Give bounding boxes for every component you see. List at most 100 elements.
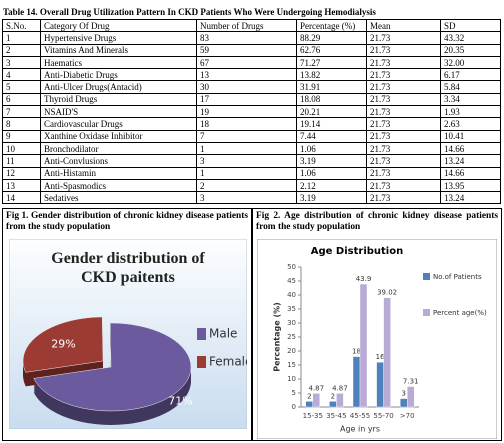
table-cell: 32.00 [440, 55, 501, 70]
table-cell: 21.73 [366, 31, 441, 45]
table-cell: Haematics [40, 55, 197, 70]
table-cell: 21.73 [366, 154, 441, 168]
table-cell: 18.08 [296, 92, 367, 107]
legend-label: Male [209, 327, 237, 341]
table-cell: 67 [196, 55, 297, 70]
table-cell: Cardiovascular Drugs [40, 117, 197, 131]
bar [329, 401, 337, 408]
table-cell: 1.93 [440, 105, 501, 119]
table-row: 3 Haematics 67 71.27 21.73 32.00 [2, 55, 501, 70]
table-cell: 21.73 [366, 92, 441, 107]
data-label: 2 [307, 392, 311, 400]
table-row: 8 Cardiovascular Drugs 18 19.14 21.73 2.63 [2, 117, 501, 131]
table-cell: Sedatives [40, 191, 197, 205]
pie-slice [22, 316, 104, 373]
y-tick-label: 35 [287, 305, 296, 313]
figure-1: Fig 1. Gender distribution of chronic ki… [2, 208, 252, 441]
figure-2: Fig 2. Age distribution of chronic kidne… [252, 208, 502, 441]
table-cell: 20.21 [296, 105, 367, 119]
table-cell: 5.84 [440, 80, 501, 94]
bar [352, 356, 361, 408]
x-tick-label: 45-55 [350, 412, 370, 420]
table-cell: 21.73 [366, 129, 441, 143]
table-cell: Anti-Histamin [40, 166, 197, 180]
table-cell: S.No. [2, 18, 41, 33]
table-cell: 88.29 [296, 31, 367, 45]
table-cell: 7 [196, 129, 297, 143]
table-cell: 2.63 [440, 117, 501, 131]
table-cell: 2 [196, 178, 297, 193]
pie-chart: 71% Male 29% Female [9, 239, 247, 429]
data-label: 4.87 [332, 384, 348, 392]
data-label: 4.87 [309, 384, 325, 392]
table-cell: 14.66 [440, 166, 501, 180]
table-cell: Anti-Diabetic Drugs [40, 68, 197, 82]
table-cell: 13 [2, 178, 41, 193]
y-tick-label: 15 [287, 361, 296, 369]
table-cell: 1 [2, 31, 41, 45]
table-row: 5 Anti-Ulcer Drugs(Antacid) 30 31.91 21.73 5.… [2, 80, 501, 94]
table-cell: 10.41 [440, 129, 501, 143]
table-cell: 21.73 [366, 80, 441, 94]
table-row: 7 NSAID'S 19 20.21 21.73 1.93 [2, 105, 501, 119]
table-cell: 13 [196, 68, 297, 82]
data-label: 2 [331, 392, 335, 400]
table-row: 14 Sedatives 3 3.19 21.73 13.24 [2, 191, 501, 205]
table-title: Table 14. Overall Drug Utilization Patte… [3, 7, 376, 17]
table-row: 9 Xanthine Oxidase Inhibitor 7 7.44 21.73 10.… [2, 129, 501, 143]
table-cell: Number of Drugs [196, 18, 297, 33]
table-cell: 21.73 [366, 68, 441, 82]
table-cell: 21.73 [366, 141, 441, 156]
legend-swatch [423, 273, 430, 280]
table-cell: 9 [2, 129, 41, 143]
y-tick-label: 10 [287, 375, 296, 383]
x-tick-label: 15-35 [303, 412, 323, 420]
table-cell: 19.14 [296, 117, 367, 131]
table-cell: 1.06 [296, 141, 367, 156]
x-tick-label: >70 [400, 412, 415, 420]
table-cell: Anti-Ulcer Drugs(Antacid) [40, 80, 197, 94]
y-tick-label: 25 [287, 333, 296, 341]
table-cell: 21.73 [366, 55, 441, 70]
y-tick-label: 30 [287, 319, 296, 327]
table-row: S.No. Category Of Drug Number of Drugs Perc… [2, 18, 501, 33]
table-cell: 12 [2, 166, 41, 180]
table-cell: 1 [196, 166, 297, 180]
table-row: 4 Anti-Diabetic Drugs 13 13.82 21.73 6.17 [2, 68, 501, 82]
table-cell: 59 [196, 43, 297, 57]
data-label: 71% [168, 394, 192, 407]
figure-caption: Fig 2. Age distribution of chronic kidne… [256, 211, 498, 232]
table-cell: Hypertensive Drugs [40, 31, 197, 45]
bar [383, 297, 391, 408]
y-tick-label: 20 [287, 347, 296, 355]
table-cell: 7.44 [296, 129, 367, 143]
legend-swatch [197, 328, 206, 340]
table-cell: 1 [196, 141, 297, 156]
bar [336, 393, 344, 408]
table-cell: Anti-Spasmodics [40, 178, 197, 193]
table-cell: 4 [2, 68, 41, 82]
data-label: 39.02 [377, 289, 397, 297]
y-axis-label: Percentage (%) [273, 302, 282, 372]
bar [312, 393, 320, 408]
table-cell: 71.27 [296, 55, 367, 70]
x-tick-label: 35-45 [326, 412, 346, 420]
y-tick-label: 40 [287, 291, 296, 299]
table-cell: 30 [196, 80, 297, 94]
table-cell: 13.82 [296, 68, 367, 82]
table-cell: Bronchodilator [40, 141, 197, 156]
table-cell: 10 [2, 141, 41, 156]
bar [359, 283, 368, 408]
legend-swatch [423, 309, 430, 316]
table-cell: Mean [366, 18, 441, 33]
table-cell: 3 [2, 55, 41, 70]
table-row: 6 Thyroid Drugs 17 18.08 21.73 3.34 [2, 92, 501, 107]
table-cell: 43.32 [440, 31, 501, 45]
table-cell: 20.35 [440, 43, 501, 57]
table-cell: 8 [2, 117, 41, 131]
table-cell: 13.24 [440, 154, 501, 168]
bar [406, 386, 415, 408]
table-cell: 3 [196, 154, 297, 168]
table-cell: Thyroid Drugs [40, 92, 197, 107]
